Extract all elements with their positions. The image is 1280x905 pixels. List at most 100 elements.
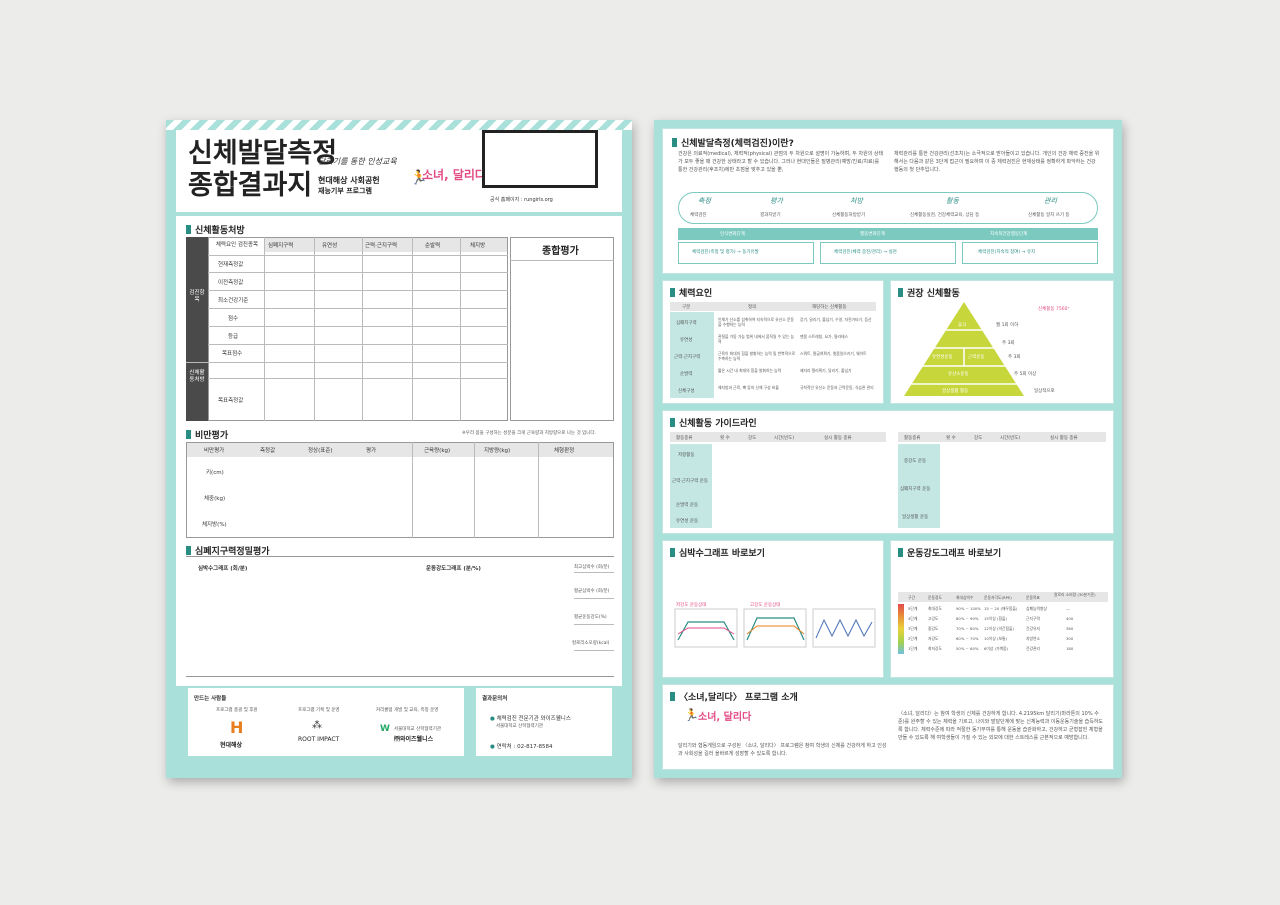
pyramid-freq-1: 주 3회 [1002, 341, 1015, 346]
program-title: 〈소녀,달리다〉 프로그램 소개 [670, 690, 798, 703]
stage-1: 인식변화단계 [720, 232, 745, 237]
fitness-act-3: 제자리 멀리뛰기, 달리기, 줄넘기 [800, 368, 852, 373]
intensity-cell-rpe: 15이상 (힘듦) [984, 616, 1007, 621]
activity-section-title: 신체활동처방 [186, 223, 245, 236]
intensity-col-5: 칼로리 소비량 (30분기준) [1054, 592, 1096, 597]
fitness-row-3: 순발력 [680, 372, 693, 377]
pyramid-note: 신체활동 7560⁺ [1038, 307, 1070, 312]
pyramid-freq-4: 일상적으로 [1034, 389, 1055, 394]
guideline-panel [662, 410, 1114, 534]
row-current: 현재측정값 [218, 262, 244, 268]
hr-chart-label-2: 고강도 운동상태 [750, 603, 781, 608]
fitness-act-4: 규칙적인 유산소 운동과 근력운동, 식습관 관리 [800, 385, 874, 390]
makers-box [186, 686, 466, 758]
obesity-col-4: 근육량(kg) [424, 448, 451, 454]
bar-icon [186, 546, 191, 555]
divider [412, 442, 413, 538]
intensity-col-3: 운동자각도(RPE) [984, 595, 1012, 600]
flow-step-2: 결과지받기 [760, 213, 781, 218]
obesity-col-5: 지방량(kg) [484, 448, 511, 454]
intro-text-left: 건강은 의료적(medical), 체력적(physical) 관점의 두 차원… [678, 151, 884, 173]
fitness-def-0: 인체가 산소를 섭취하여 지속적으로 유산소 운동을 수행하는 능력 [718, 317, 794, 327]
fitness-panel [662, 280, 884, 404]
intensity-cell-kcal: — [1066, 606, 1070, 611]
fitness-def-4: 체지방과 근육, 뼈 등의 신체 구성 비율 [718, 385, 779, 390]
stage-sub-1: 체력검진(측정 및 평가) → 동기유발 [692, 250, 759, 255]
contact-org-sub: 서울대학교 산학협력기관 [496, 724, 543, 729]
col-cardio: 심폐지구력 [268, 243, 294, 249]
maker-role-3: 커리큘럼 개발 및 교육, 측정 운영 [376, 708, 439, 713]
intensity-col-0: 구간 [908, 595, 915, 600]
intensity-cell-kcal: 180 [1066, 646, 1074, 651]
fitness-def-2: 근육이 최대의 힘을 발휘하는 능력 및 반복적으로 수축하는 능력 [718, 351, 796, 361]
intensity-cell-hr: 60% ~ 70% [956, 636, 979, 641]
divider [186, 556, 614, 557]
activity-header-row [264, 238, 507, 252]
guide2-col-4: 실시 활동 종류 [1050, 436, 1078, 441]
fitness-header-row [670, 302, 876, 311]
row-target-measure: 목표측정값 [218, 398, 244, 404]
pyramid-title: 권장 신체활동 [898, 286, 960, 299]
intensity-col-2: 최대심박수 [956, 595, 974, 600]
pyramid-level-rest: 휴식 [958, 323, 967, 328]
fitness-def-3: 짧은 시간 내 최대의 힘을 발휘하는 능력 [718, 368, 782, 373]
stage-box-2 [820, 242, 956, 264]
divider [186, 362, 508, 363]
intensity-cell-level: 고강도 [928, 616, 939, 621]
pyramid-level-strength: 근력운동 [968, 355, 985, 360]
flow-step-1: 체력검진 [690, 213, 707, 218]
fitness-row-1: 유연성 [680, 338, 693, 343]
fitness-def-1: 관절을 가동 가능 범위 내에서 움직일 수 있는 능력 [718, 334, 795, 344]
divider [574, 598, 614, 599]
intensity-cell-hr: 50% ~ 60% [956, 646, 979, 651]
guide-col-1: 횟 수 [720, 436, 730, 441]
divider [574, 650, 614, 651]
intensity-cell-kcal: 300 [1066, 636, 1074, 641]
maker-name-1: 현대해상 [220, 742, 243, 749]
pyramid-level-aerobic: 유산소운동 [948, 372, 969, 377]
divider [538, 442, 539, 538]
guide-col-0: 활동종류 [676, 436, 693, 441]
obesity-col-2: 정상(표준) [308, 448, 333, 454]
fitness-row-0: 심폐지구력 [676, 321, 697, 326]
intensity-cell-rpe: 6이상 (가벼움) [984, 646, 1009, 651]
hr-title: 심박수그래프 바로보기 [670, 546, 765, 559]
bar-icon [670, 692, 675, 701]
col-power: 순발력 [425, 243, 441, 249]
intensity-cell-goal: 건강관리 [1026, 646, 1040, 651]
bar-icon [898, 548, 903, 557]
bar-icon [670, 548, 675, 557]
intensity-cell-zone: 5단계 [908, 606, 918, 611]
divider [474, 442, 475, 538]
intensity-cell-goal: 지방연소 [1026, 636, 1040, 641]
metric-avg-hr: 평균심박수 (회/분) [574, 589, 610, 594]
guide-row-1: 근력·근지구력 운동 [672, 479, 708, 484]
metric-avg-intensity: 평균운동강도(%) [574, 615, 607, 620]
divider [574, 624, 614, 625]
intensity-cell-level: 중강도 [928, 626, 939, 631]
fitness-row-2: 근력·근지구력 [674, 355, 701, 360]
stage-sub-2: 체력검진(체력 증진/관리) → 실천 [834, 250, 897, 255]
fitness-act-2: 스쿼트, 팔굽혀펴기, 윗몸일으키기, 웨이트 [800, 351, 867, 356]
pyramid-level-daily: 일상생활 활동 [942, 389, 969, 394]
guide-header-row-2 [898, 432, 1106, 442]
intensity-cell-hr: 80% ~ 90% [956, 616, 979, 621]
maker-name-3: ㈜와이즈웰니스 [394, 736, 434, 743]
group2-label: 신체활동처방 [189, 370, 205, 383]
intensity-title: 운동강도그래프 바로보기 [898, 546, 1001, 559]
program-text-right: 〈소녀, 달리다〉는 참여 학생의 신체를 건강하게 합니다. 4.2195km… [898, 711, 1104, 741]
photo-box [482, 130, 598, 188]
intensity-color-scale [898, 604, 904, 654]
obesity-row-fat: 체지방(%) [202, 522, 227, 528]
guide2-col-1: 횟 수 [946, 436, 956, 441]
intensity-cell-hr: 70% ~ 80% [956, 626, 979, 631]
stage-box-3 [962, 242, 1098, 264]
runner-icon: 🏃 [684, 708, 699, 722]
intensity-cell-rpe: 15 ~ 20 (매우힘듦) [984, 606, 1018, 611]
flow-hand-1: 측정 [698, 197, 711, 205]
stage-bar [678, 228, 1098, 240]
obesity-row-height: 키(cm) [206, 470, 224, 476]
flow-step-4: 신체활동실천, 건강체력교육, 상담 등 [910, 213, 980, 218]
pyramid-freq-2: 주 3회 [1008, 355, 1021, 360]
metric-max-hr: 최고심박수 (회/분) [574, 565, 610, 570]
